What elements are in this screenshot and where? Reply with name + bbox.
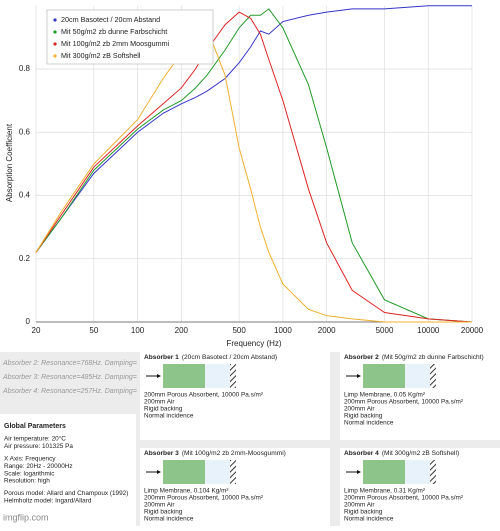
absorbent-layer [163,364,205,388]
absorber-heading: Absorber 1 (20cm Basotect / 20cm Abstand) [144,354,277,361]
legend-label: Mit 300g/m2 zB Softshell [61,51,141,60]
air-layer [205,364,230,388]
absorber-line: 200mm Air [144,399,175,406]
air-layer [405,364,430,388]
absorber-line: 200mm Porous Absorbent, 10000 Pa.s/m² [344,495,463,502]
legend-label: 20cm Basotect / 20cm Abstand [61,15,160,24]
absorber-line: 200mm Air [344,406,375,413]
rigid-wall [430,364,436,388]
parameter-line: Range: 20Hz - 20000Hz [4,463,73,470]
absorber-heading: Absorber 3 (Mit 100g/m2 zb 2mm-Moosgummi) [144,450,286,457]
legend-label: Mit 100g/m2 zb 2mm Moosgummi [61,39,170,48]
absorbent-layer [363,460,405,484]
absorber-line: 200mm Porous Absorbent, 10000 Pa.s/m² [144,392,263,399]
x-tick-label: 20000 [461,326,484,335]
rigid-wall [430,460,436,484]
absorber-line: Rigid backing [344,509,383,516]
watermark: imgflip.com [3,512,49,522]
absorber-line: Normal incidence [144,413,194,420]
legend-marker [53,54,57,58]
y-tick-label: 0.8 [19,64,31,73]
absorber-line: Normal incidence [344,516,394,523]
x-tick-label: 500 [232,326,246,335]
absorber-title: Absorber 1 [144,354,179,361]
arrow-head [357,374,361,378]
resonance-note: Absorber 4: Resonance=257Hz. Damping= [2,388,137,395]
series-line [35,5,472,253]
legend-marker [53,42,57,46]
y-axis-label: Absorption Coefficient [5,123,14,202]
air-layer [405,460,430,484]
x-tick-label: 20 [32,326,41,335]
absorber-subtitle: (Mit 100g/m2 zb 2mm-Moosgummi) [182,450,286,457]
parameter-line: X Axis: Frequency [4,455,56,462]
x-tick-label: 200 [175,326,189,335]
y-tick-label: 0 [26,317,31,326]
arrow-head [157,470,161,474]
absorber-line: Normal incidence [344,420,394,427]
absorber-heading: Absorber 4 (Mit 300g/m2 zB Softshell) [344,450,459,457]
parameter-line: Resolution: high [4,478,50,485]
parameter-line: Porous model: Allard and Champoux (1992) [4,490,128,497]
air-layer [205,460,230,484]
absorber-title: Absorber 2 [344,354,379,361]
rigid-wall [230,460,236,484]
x-tick-label: 2000 [318,326,336,335]
global-parameters-title: Global Parameters [4,423,66,430]
absorber-line: Rigid backing [144,406,183,413]
absorber-subtitle: (Mit 50g/m2 zb dunne Farbschicht) [382,354,484,361]
arrow-head [357,470,361,474]
x-tick-label: 50 [89,326,98,335]
absorber-line: 200mm Air [344,502,375,509]
series-line [35,11,473,323]
parameter-line: Air pressure: 101325 Pa [4,443,73,450]
rigid-wall [230,364,236,388]
absorber-line: 200mm Porous Absorbent, 10000 Pa.s/m² [144,495,263,502]
x-tick-label: 5000 [376,326,394,335]
absorbent-layer [363,364,405,388]
y-tick-label: 0.4 [19,191,31,200]
absorber-title: Absorber 4 [344,450,379,457]
parameter-line: Air temperature: 20°C [4,435,66,443]
y-tick-label: 0.2 [19,254,31,263]
absorber-subtitle: (Mit 300g/m2 zB Softshell) [382,450,459,457]
absorber-line: 200mm Porous Absorbent, 10000 Pa.s/m² [344,399,463,406]
absorber-line: 200mm Air [144,502,175,509]
legend-marker [53,18,57,22]
absorber-line: Limp Membrane, 0.104 Kg/m² [144,488,229,495]
absorber-title: Absorber 3 [144,450,179,457]
x-tick-label: 100 [131,326,145,335]
parameter-line: Scale: logarithmic [4,470,55,477]
legend-box [46,9,214,65]
absorber-subtitle: (20cm Basotect / 20cm Abstand) [182,354,277,361]
global-parameters-panel [0,414,136,526]
absorber-line: Normal incidence [144,516,194,523]
legend-marker [53,30,57,34]
absorber-line: Rigid backing [144,509,183,516]
absorber-heading: Absorber 2 (Mit 50g/m2 zb dunne Farbschic… [344,354,484,361]
x-tick-label: 10000 [417,326,440,335]
absorber-line: Limp Membrane, 0.05 Kg/m² [344,392,425,399]
series-line [35,8,473,323]
resonance-note: Absorber 3: Resonance=485Hz. Damping= [2,374,137,381]
absorber-line: Rigid backing [344,413,383,420]
absorbent-layer [163,460,205,484]
parameter-line: Helmholtz model: Ingard/Allard [4,497,92,504]
series-line [35,27,472,323]
y-tick-label: 0.6 [19,127,31,136]
x-axis-label: Frequency (Hz) [226,339,281,348]
arrow-head [157,374,161,378]
legend-label: Mit 50g/m2 zb dunne Farbschicht [61,27,167,36]
absorber-line: Limp Membrane, 0.31 Kg/m² [344,488,425,495]
x-tick-label: 1000 [274,326,292,335]
resonance-note: Absorber 2: Resonance=768Hz. Damping= [2,360,137,367]
